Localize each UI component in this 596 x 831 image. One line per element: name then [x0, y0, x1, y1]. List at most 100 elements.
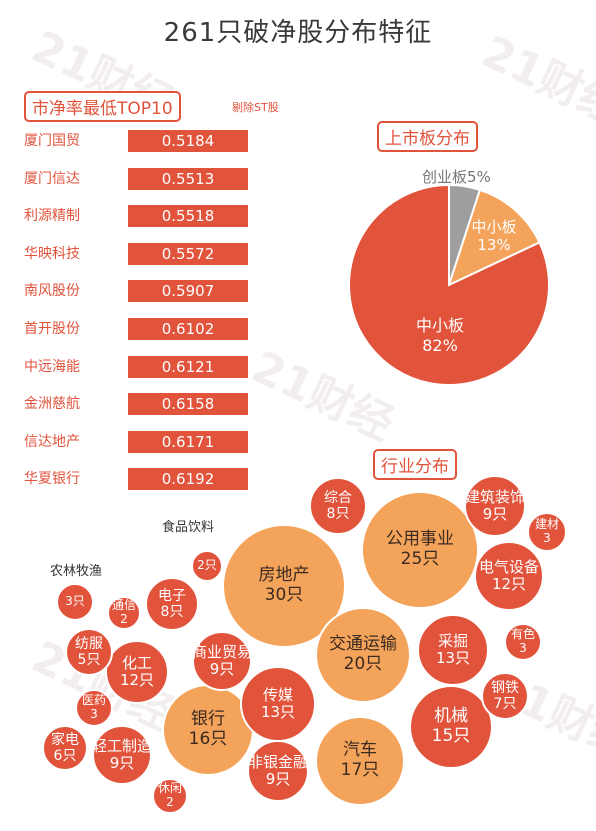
industry-bubble: 轻工制造 9只 [92, 725, 152, 785]
bubble-count: 5只 [77, 652, 101, 668]
industry-bubble: 机械 15只 [409, 685, 493, 769]
top10-name: 利源精制 [24, 208, 80, 224]
top10-note: 剔除ST股 [232, 101, 279, 114]
industry-bubble: 电气设备 12只 [474, 541, 544, 611]
pie-slice [349, 185, 549, 385]
bubble-count: 13只 [435, 649, 471, 667]
board-pie-chart [349, 185, 549, 385]
bubble-count: 12只 [119, 671, 155, 689]
top10-value-bar: 0.6121 [128, 356, 248, 378]
bubble-label: 采掘 [437, 631, 468, 650]
bubble-label: 公用事业 [386, 529, 454, 550]
page-title: 261只破净股分布特征 [163, 18, 433, 48]
bubble-count: 8只 [326, 506, 350, 522]
bubble-label: 传媒 [262, 685, 293, 704]
bubble-label: 轻工制造 [92, 736, 153, 755]
bubble-count: 6只 [53, 748, 77, 764]
industry-bubble: 电子 8只 [145, 577, 199, 631]
industry-bubble: 公用事业 25只 [361, 491, 479, 609]
bubble-label: 通信 [111, 598, 136, 613]
top10-name: 华夏银行 [24, 471, 80, 487]
bubble-count: 7只 [493, 696, 517, 712]
pie-slice [447, 188, 541, 287]
top10-name: 南风股份 [24, 283, 80, 299]
industry-bubble: 休闲 2 [152, 778, 188, 814]
bubble-count: 9只 [109, 754, 135, 772]
industry-bubble: 化工 12只 [105, 640, 169, 704]
bubble-count: 8只 [160, 604, 184, 620]
top10-name: 华映科技 [24, 246, 80, 262]
top10-name: 金洲慈航 [24, 396, 80, 412]
bubble-label: 化工 [121, 653, 152, 672]
top10-name: 中远海能 [24, 359, 80, 375]
industry-bubble: 综合 8只 [309, 477, 367, 535]
bubble-label: 家电 [51, 731, 79, 748]
top10-value-bar: 0.6192 [128, 468, 248, 490]
bubble-count: 9只 [209, 660, 235, 678]
bubble-label: 非银金融 [248, 752, 309, 771]
top10-value-bar: 0.6171 [128, 431, 248, 453]
bubble-label: 休闲 [157, 781, 182, 796]
bubble-count: 20只 [343, 654, 383, 674]
top10-name: 厦门国贸 [24, 133, 80, 149]
pie-label-zhongxiao-small: 中小板 13% [471, 218, 517, 254]
bubble-count: 9只 [265, 770, 291, 788]
top10-value-bar: 0.6102 [128, 318, 248, 340]
industry-bubble: 商业贸易 9只 [192, 631, 252, 691]
bubble-label: 医药 [81, 693, 106, 708]
industry-bubble: 3只 [56, 583, 94, 621]
top10-value-bar: 0.5184 [128, 130, 248, 152]
top10-value-bar: 0.5907 [128, 280, 248, 302]
industry-bubble: 钢铁 7只 [481, 672, 529, 720]
top10-name: 厦门信达 [24, 171, 80, 187]
top10-value-bar: 0.5572 [128, 243, 248, 265]
bubble-label: 汽车 [343, 740, 377, 761]
top10-value-bar: 0.6158 [128, 393, 248, 415]
bubble-label: 银行 [191, 709, 225, 730]
bubble-count: 3 [519, 641, 527, 655]
bubble-count: 16只 [188, 729, 228, 749]
bubble-count: 12只 [491, 575, 527, 593]
external-label-nonglin: 农林牧渔 [50, 564, 103, 579]
bubble-count: 15只 [431, 726, 471, 746]
bubble-label: 房地产 [258, 565, 310, 586]
bubble-count: 17只 [340, 760, 380, 780]
bubble-count: 2只 [197, 558, 217, 573]
bubble-label: 钢铁 [491, 679, 519, 696]
industry-bubble: 建筑装饰 9只 [464, 475, 526, 537]
pie-label-zhongxiao-large: 中小板 82% [415, 316, 464, 355]
bubble-count: 2 [166, 795, 174, 809]
bubble-label: 综合 [324, 489, 352, 506]
top10-value-bar: 0.5513 [128, 168, 248, 190]
industry-bubble: 2只 [191, 550, 223, 582]
pie-label-chuangye: 创业板5% [422, 168, 491, 186]
bubble-label: 机械 [434, 706, 468, 727]
bubble-count: 13只 [260, 703, 296, 721]
bubble-label: 纺服 [75, 635, 103, 652]
bubble-count: 3 [90, 707, 98, 721]
industry-bubble: 通信 2 [107, 596, 141, 630]
top10-name: 首开股份 [24, 321, 80, 337]
bubble-label: 商业贸易 [192, 642, 253, 661]
industry-bubble: 采掘 13只 [417, 614, 489, 686]
industry-bubble: 纺服 5只 [65, 628, 113, 676]
industry-bubble: 非银金融 9只 [247, 740, 309, 802]
bubble-count: 2 [120, 612, 128, 626]
industry-bubble: 医药 3 [75, 689, 113, 727]
bubble-label: 建筑装饰 [465, 487, 526, 506]
top10-title: 市净率最低TOP10 [24, 91, 181, 122]
bubble-label: 建材 [534, 517, 559, 532]
bubble-count: 3只 [65, 594, 85, 609]
bubble-label: 电子 [158, 587, 186, 604]
bubble-count: 9只 [482, 505, 508, 523]
bubble-label: 交通运输 [329, 634, 397, 655]
bubble-label: 有色 [510, 627, 535, 642]
industry-bubble: 银行 16只 [162, 684, 254, 776]
top10-name: 信达地产 [24, 434, 80, 450]
bubble-count: 3 [543, 531, 551, 545]
external-label-shipin: 食品饮料 [162, 520, 215, 535]
industry-bubble: 交通运输 20只 [315, 607, 411, 703]
industry-bubble: 汽车 17只 [315, 716, 405, 806]
bubble-label: 电气设备 [478, 557, 539, 576]
industry-bubble: 家电 6只 [42, 725, 88, 771]
